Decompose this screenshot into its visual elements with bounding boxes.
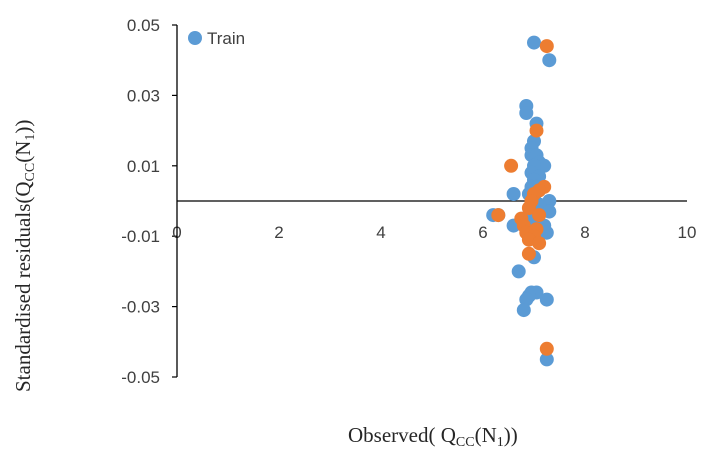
- orange-point: [491, 208, 506, 223]
- train-point: [519, 292, 534, 307]
- y-tick-label: -0.03: [121, 298, 160, 317]
- orange-point: [521, 201, 536, 215]
- y-tick-label: 0.01: [127, 157, 160, 176]
- x-tick-label: 4: [376, 223, 385, 242]
- orange-point: [529, 123, 544, 138]
- x-tick-labels: 0246810: [172, 223, 696, 242]
- y-axis-title: Standardised residuals(QCC(N1)): [11, 120, 38, 392]
- y-tick-label: -0.05: [121, 368, 160, 387]
- y-tick-label: -0.01: [121, 227, 160, 246]
- orange-point: [532, 236, 547, 251]
- orange-point: [521, 246, 536, 261]
- train-point: [519, 106, 534, 120]
- train-point: [537, 158, 552, 173]
- x-tick-label: 10: [678, 223, 697, 242]
- orange-point: [539, 39, 554, 54]
- train-point: [511, 264, 526, 279]
- train-point: [539, 352, 554, 367]
- orange-point: [504, 158, 519, 173]
- x-tick-label: 8: [580, 223, 589, 242]
- legend-label-train: Train: [207, 29, 245, 48]
- train-point: [516, 303, 531, 318]
- legend-marker-train: [188, 31, 202, 45]
- y-tick-labels: -0.05 -0.03 -0.01 0.01 0.03 0.05: [121, 16, 177, 387]
- x-tick-label: 2: [274, 223, 283, 242]
- x-tick-label: 6: [478, 223, 487, 242]
- train-point: [527, 35, 541, 50]
- data-points: [486, 35, 557, 367]
- legend: Train: [188, 29, 245, 48]
- train-point: [539, 292, 554, 307]
- train-point: [542, 53, 557, 68]
- train-point: [506, 187, 521, 201]
- y-tick-label: 0.03: [127, 86, 160, 105]
- y-tick-label: 0.05: [127, 16, 160, 35]
- orange-point: [532, 208, 547, 223]
- orange-point: [539, 341, 554, 356]
- x-axis-title: Observed( QCC(N1)): [348, 423, 518, 450]
